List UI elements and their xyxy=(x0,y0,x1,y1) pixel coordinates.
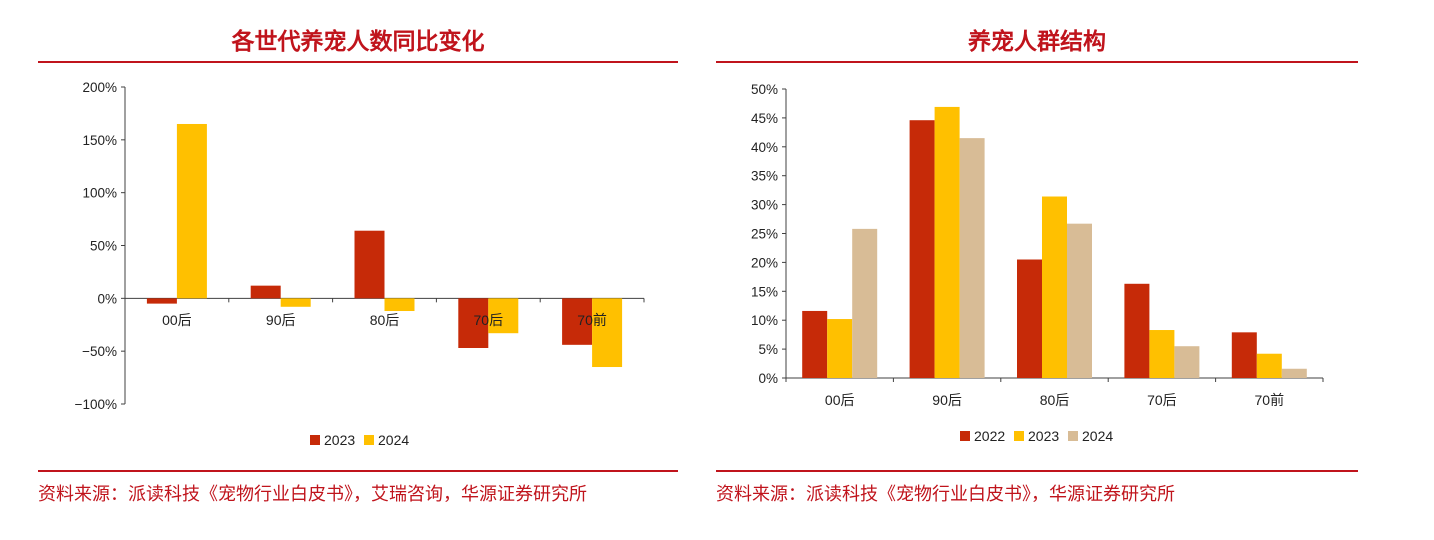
legend-swatch-2024 xyxy=(364,435,374,445)
bar-2024-70前 xyxy=(1281,368,1307,378)
bar-2022-00后 xyxy=(802,310,828,378)
y-tick-label: 35% xyxy=(751,169,778,184)
bar-chart-yoy: 200% 150% 100% 50% 0% −50% −100% 00后 90后 80后 70后 70… xyxy=(75,80,645,448)
bar-2023-90后 xyxy=(934,106,960,378)
x-tick-label: 80后 xyxy=(1040,392,1070,408)
legend-label: 2024 xyxy=(378,432,409,448)
title-divider xyxy=(38,61,678,63)
bar-2022-80后 xyxy=(1017,259,1042,378)
y-tick-label: 10% xyxy=(751,313,778,328)
bar-2023-80后 xyxy=(354,230,385,299)
y-tick-label: −100% xyxy=(75,397,117,412)
bar-2024-00后 xyxy=(852,228,878,378)
y-tick-label: 25% xyxy=(751,227,778,242)
y-tick-label: 30% xyxy=(751,198,778,213)
bar-2024-00后 xyxy=(176,123,207,299)
legend-label: 2023 xyxy=(324,432,355,448)
bar-2023-70前 xyxy=(562,298,593,345)
bar-2024-70后 xyxy=(1174,346,1200,378)
panel-owner-structure: 养宠人群结构 50% 45% 40% 35% 30% 25% 20% 15% 10% 5% 0% 00… xyxy=(716,0,1358,540)
source-divider xyxy=(716,470,1358,472)
y-tick-label: 50% xyxy=(90,239,117,254)
chart-title: 养宠人群结构 xyxy=(968,28,1106,55)
legend-swatch-2022 xyxy=(960,431,970,441)
legend-label: 2022 xyxy=(974,428,1005,444)
y-tick-label: 100% xyxy=(82,186,117,201)
bar-2023-00后 xyxy=(827,319,853,378)
bar-2024-70后 xyxy=(488,298,519,334)
bar-2023-70后 xyxy=(1149,330,1175,378)
legend-label: 2024 xyxy=(1082,428,1113,444)
y-tick-label: 15% xyxy=(751,284,778,299)
y-tick-label: 0% xyxy=(758,371,778,386)
y-tick-label: 200% xyxy=(82,80,117,95)
panel-generation-yoy: 各世代养宠人数同比变化 200% 150% 100% 50% 0% −50% −100% 00… xyxy=(38,0,678,540)
bar-2023-70前 xyxy=(1256,353,1282,378)
x-tick-label: 70后 xyxy=(474,312,504,328)
x-tick-label: 80后 xyxy=(370,312,400,328)
bar-2024-70前 xyxy=(592,298,623,368)
bar-2024-80后 xyxy=(384,298,415,312)
legend-swatch-2023 xyxy=(1014,431,1024,441)
bar-2022-70后 xyxy=(1124,283,1150,378)
source-note: 资料来源：派读科技《宠物行业白皮书》，华源证券研究所 xyxy=(716,484,1175,505)
bar-2023-00后 xyxy=(146,298,177,304)
y-tick-label: 45% xyxy=(751,111,778,126)
legend-label: 2023 xyxy=(1028,428,1059,444)
chart-title: 各世代养宠人数同比变化 xyxy=(231,28,485,55)
y-tick-label: −50% xyxy=(82,344,117,359)
x-tick-label: 00后 xyxy=(162,312,192,328)
y-tick-label: 5% xyxy=(758,342,778,357)
x-tick-label: 70前 xyxy=(1255,392,1285,408)
bar-2022-90后 xyxy=(909,120,935,378)
y-tick-label: 50% xyxy=(751,82,778,97)
source-note: 资料来源：派读科技《宠物行业白皮书》，艾瑞咨询，华源证券研究所 xyxy=(38,484,587,505)
bar-2024-80后 xyxy=(1067,223,1092,378)
bar-2022-70前 xyxy=(1231,332,1257,378)
bar-2023-80后 xyxy=(1042,196,1067,378)
x-tick-label: 90后 xyxy=(266,312,296,328)
x-tick-label: 90后 xyxy=(932,392,962,408)
bar-2023-70后 xyxy=(458,298,489,348)
bar-2024-90后 xyxy=(280,298,311,307)
bar-2023-90后 xyxy=(250,285,281,299)
legend-swatch-2024 xyxy=(1068,431,1078,441)
source-divider xyxy=(38,470,678,472)
y-tick-label: 20% xyxy=(751,255,778,270)
y-tick-label: 0% xyxy=(97,291,117,306)
y-tick-label: 40% xyxy=(751,140,778,155)
legend-swatch-2023 xyxy=(310,435,320,445)
x-tick-label: 70前 xyxy=(577,312,607,328)
x-tick-label: 00后 xyxy=(825,392,855,408)
y-tick-label: 150% xyxy=(82,133,117,148)
bar-chart-structure: 50% 45% 40% 35% 30% 25% 20% 15% 10% 5% 0% 00后 90后 80后… xyxy=(751,82,1324,444)
x-tick-label: 70后 xyxy=(1147,392,1177,408)
bar-2024-90后 xyxy=(959,138,985,378)
title-divider xyxy=(716,61,1358,63)
